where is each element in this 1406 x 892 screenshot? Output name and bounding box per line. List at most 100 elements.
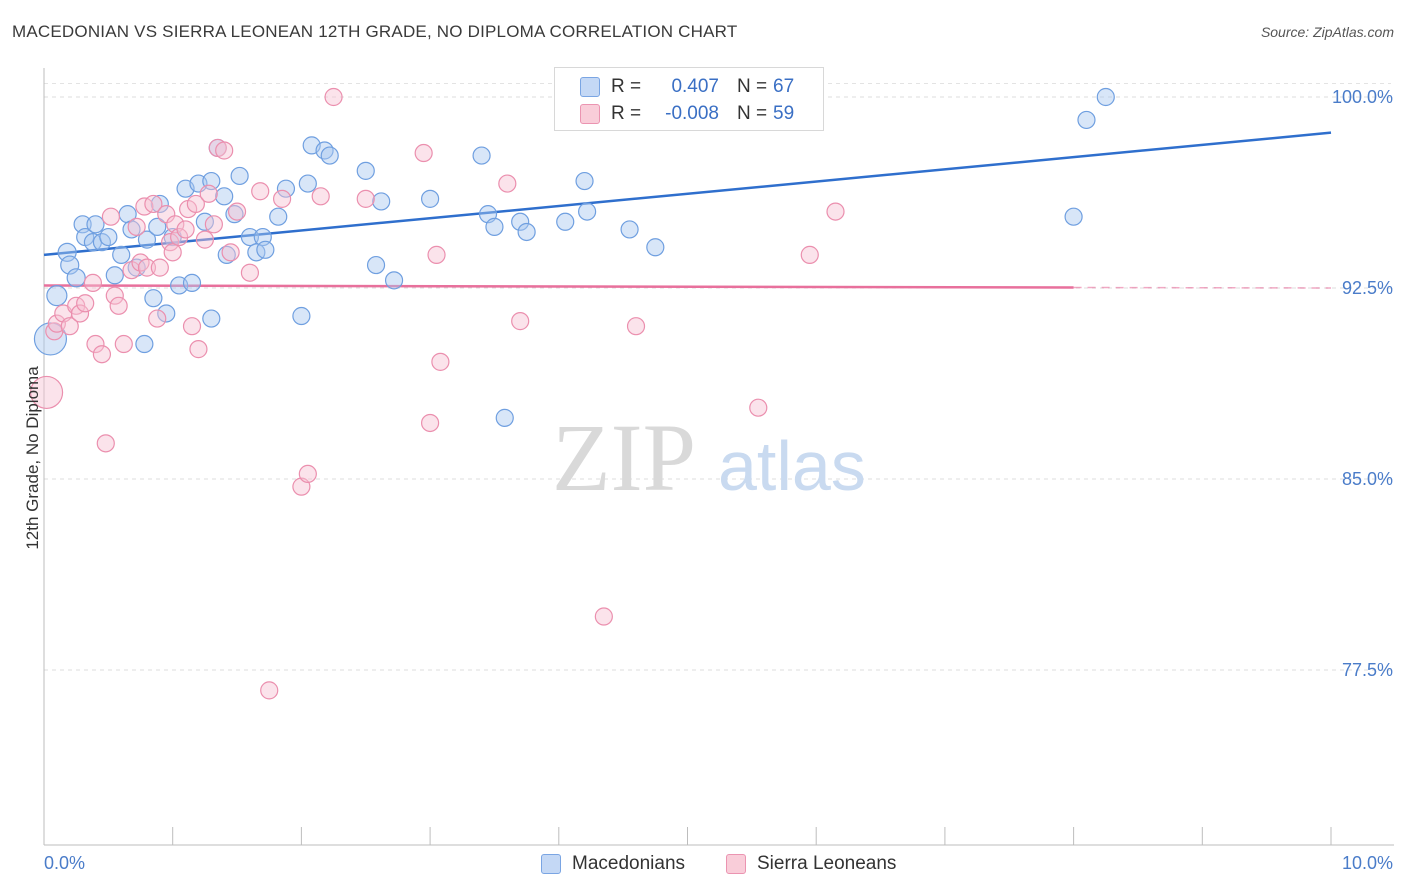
macedonians-swatch	[580, 77, 600, 97]
n-label: N =	[737, 76, 768, 97]
data-point	[189, 340, 208, 359]
data-point	[157, 205, 176, 224]
data-point	[269, 207, 288, 226]
data-point	[101, 207, 121, 226]
watermark: ZIP atlas	[552, 404, 866, 511]
data-point	[578, 202, 597, 221]
r-value: -0.008	[665, 103, 719, 124]
y-tick-label: 85.0%	[1342, 469, 1393, 489]
n-label: N =	[737, 103, 768, 124]
data-point	[311, 187, 330, 206]
data-point	[83, 273, 103, 293]
legend-label: Macedonians	[572, 853, 686, 874]
r-value: 0.407	[671, 76, 719, 97]
data-point	[92, 345, 112, 364]
data-point	[272, 189, 292, 208]
sierra-leoneans-trend-line	[43, 284, 1074, 289]
macedonians-swatch	[541, 854, 561, 874]
data-point	[86, 215, 105, 234]
data-point	[749, 398, 768, 417]
data-point	[109, 296, 128, 315]
data-point	[76, 294, 95, 313]
sierra-leoneans-swatch	[580, 104, 600, 124]
watermark-atlas: atlas	[718, 427, 866, 505]
data-point	[144, 194, 163, 214]
data-point	[29, 375, 64, 410]
data-point	[148, 217, 167, 236]
data-point	[240, 227, 260, 247]
data-point	[157, 304, 176, 323]
data-point	[276, 179, 296, 198]
data-point	[127, 217, 146, 236]
data-point	[122, 220, 141, 239]
sierra-leoneans-trend-line-extension	[1073, 286, 1332, 289]
data-point	[594, 607, 613, 626]
r-label: R =	[611, 103, 642, 124]
data-point	[114, 334, 133, 354]
chart-title: MACEDONIAN VS SIERRA LEONEAN 12TH GRADE,…	[12, 22, 738, 41]
macedonians-trend-line	[43, 131, 1332, 257]
data-point	[472, 146, 491, 165]
data-point	[431, 352, 450, 371]
data-point	[215, 187, 234, 206]
data-point	[366, 255, 386, 275]
data-point	[1064, 207, 1083, 226]
data-point	[215, 141, 234, 160]
data-point	[221, 243, 240, 262]
legend-item-macedonians: Macedonians	[541, 852, 685, 876]
data-point	[195, 230, 214, 249]
legend-item-sierra-leoneans: Sierra Leoneans	[726, 852, 896, 876]
data-point	[150, 258, 169, 277]
data-point	[199, 184, 218, 203]
data-point	[251, 182, 270, 201]
data-point	[575, 171, 594, 191]
data-point	[137, 230, 157, 249]
data-point	[150, 194, 169, 214]
data-point	[511, 312, 530, 331]
data-points	[29, 87, 1115, 700]
data-point	[135, 334, 154, 354]
data-point	[182, 273, 202, 293]
data-point	[626, 317, 646, 336]
data-point	[240, 263, 260, 282]
data-point	[421, 189, 440, 208]
legend-row-macedonians: R = 0.407 N = 67	[555, 73, 823, 101]
data-point	[99, 227, 118, 247]
axes	[43, 68, 1394, 846]
data-point	[556, 212, 575, 231]
data-point	[384, 271, 404, 290]
data-point	[86, 334, 105, 354]
data-point	[1077, 110, 1096, 130]
data-point	[144, 289, 163, 308]
x-tick-label: 10.0%	[1342, 853, 1393, 873]
legend-label: Sierra Leoneans	[757, 853, 897, 874]
data-point	[182, 317, 202, 336]
data-point	[202, 309, 221, 328]
data-point	[292, 306, 311, 326]
data-point	[105, 266, 124, 285]
data-point	[256, 240, 275, 259]
data-point	[646, 238, 665, 257]
data-point	[170, 227, 189, 247]
data-point	[356, 189, 375, 208]
data-point	[421, 413, 440, 433]
data-point	[260, 681, 279, 700]
sierra-leoneans-swatch	[726, 854, 746, 874]
y-axis-label: 12th Grade, No Diploma	[23, 366, 42, 550]
data-point	[485, 217, 504, 236]
data-point	[46, 285, 68, 307]
data-point	[112, 245, 131, 264]
data-point	[372, 192, 391, 211]
data-point	[427, 245, 446, 264]
source-credit: Source: ZipAtlas.com	[1260, 24, 1394, 40]
stats-legend: R = 0.407 N = 67 R = -0.008 N = 59	[554, 67, 824, 131]
series-macedonians	[33, 87, 1115, 427]
data-point	[826, 202, 845, 221]
data-point	[137, 258, 157, 277]
legend-row-sierra-leoneans: R = -0.008 N = 59	[555, 100, 823, 128]
y-tick-label: 77.5%	[1342, 660, 1393, 680]
data-point	[176, 220, 195, 239]
data-point	[315, 141, 334, 160]
data-point	[356, 161, 375, 180]
